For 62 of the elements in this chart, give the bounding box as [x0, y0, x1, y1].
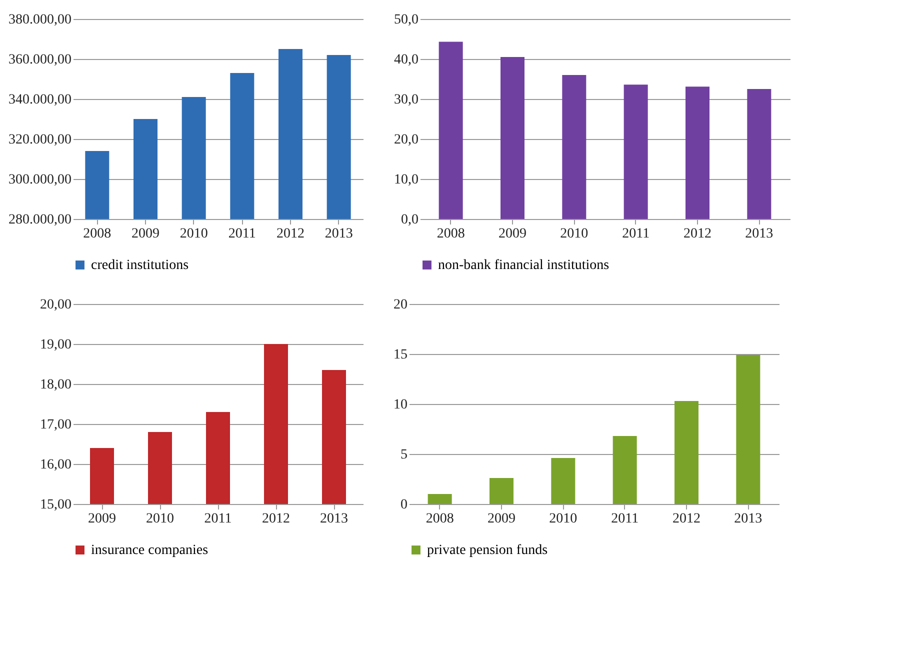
- x-tick-label: 2011: [611, 512, 639, 526]
- x-tick-label: 2012: [276, 226, 304, 242]
- y-tick-label: 10: [394, 398, 408, 412]
- y-tick-label: 40,0: [394, 52, 418, 68]
- x-tick-label: 2009: [132, 226, 160, 242]
- bar: [674, 401, 698, 504]
- bar: [612, 436, 637, 504]
- x-tick-label: 2010: [549, 512, 578, 526]
- x-tick-label: 2008: [83, 226, 112, 242]
- x-tick-label: 2011: [622, 226, 650, 242]
- bar: [490, 478, 514, 504]
- bar: [736, 355, 760, 504]
- bar: [624, 84, 648, 219]
- y-tick-label: 280.000,00: [8, 212, 72, 228]
- y-tick-label: 15,00: [40, 498, 72, 512]
- legend-label: insurance companies: [91, 543, 208, 558]
- x-tick-label: 2010: [560, 226, 588, 242]
- y-tick-label: 15: [394, 348, 408, 362]
- bar: [551, 458, 576, 504]
- bar: [686, 86, 710, 219]
- y-tick-label: 320.000,00: [8, 132, 72, 148]
- y-tick-label: 20,0: [394, 132, 418, 148]
- y-tick-label: 340.000,00: [8, 92, 72, 108]
- bar: [438, 42, 463, 219]
- bar: [562, 75, 586, 219]
- y-tick-label: 380.000,00: [8, 12, 72, 28]
- bar: [428, 494, 452, 504]
- x-tick-label: 2008: [436, 226, 465, 242]
- y-tick-label: 19,00: [40, 338, 72, 352]
- y-tick-label: 18,00: [40, 378, 72, 392]
- x-tick-label: 2011: [204, 512, 232, 526]
- y-tick-label: 360.000,00: [8, 52, 72, 68]
- y-tick-label: 0,0: [401, 212, 418, 228]
- x-tick-label: 2009: [498, 226, 526, 242]
- x-tick-label: 2012: [684, 226, 712, 242]
- y-tick-label: 5: [400, 448, 408, 462]
- x-tick-label: 2013: [734, 512, 762, 526]
- x-tick-label: 2009: [488, 512, 516, 526]
- legend-label: private pension funds: [427, 543, 548, 558]
- y-tick-label: 20,00: [40, 298, 72, 312]
- x-tick-label: 2008: [426, 512, 454, 526]
- y-tick-label: 17,00: [40, 418, 72, 432]
- x-tick-label: 2013: [320, 512, 348, 526]
- x-tick-label: 2012: [672, 512, 700, 526]
- x-tick-label: 2013: [745, 226, 774, 242]
- x-tick-label: 2011: [228, 226, 256, 242]
- y-tick-label: 300.000,00: [8, 172, 72, 188]
- x-tick-label: 2009: [88, 512, 116, 526]
- x-tick-label: 2013: [324, 226, 353, 242]
- bar: [500, 57, 524, 219]
- x-tick-label: 2010: [180, 226, 208, 242]
- y-tick-label: 30,0: [394, 92, 418, 108]
- x-tick-label: 2012: [262, 512, 290, 526]
- y-tick-label: 0: [400, 498, 408, 512]
- bar: [747, 89, 772, 219]
- y-tick-label: 20: [394, 298, 408, 312]
- legend-label: credit institutions: [91, 258, 189, 273]
- y-tick-label: 50,0: [394, 12, 418, 28]
- legend-label: non-bank financial institutions: [438, 258, 610, 273]
- y-tick-label: 16,00: [40, 458, 72, 472]
- x-tick-label: 2010: [146, 512, 174, 526]
- y-tick-label: 10,0: [394, 172, 418, 188]
